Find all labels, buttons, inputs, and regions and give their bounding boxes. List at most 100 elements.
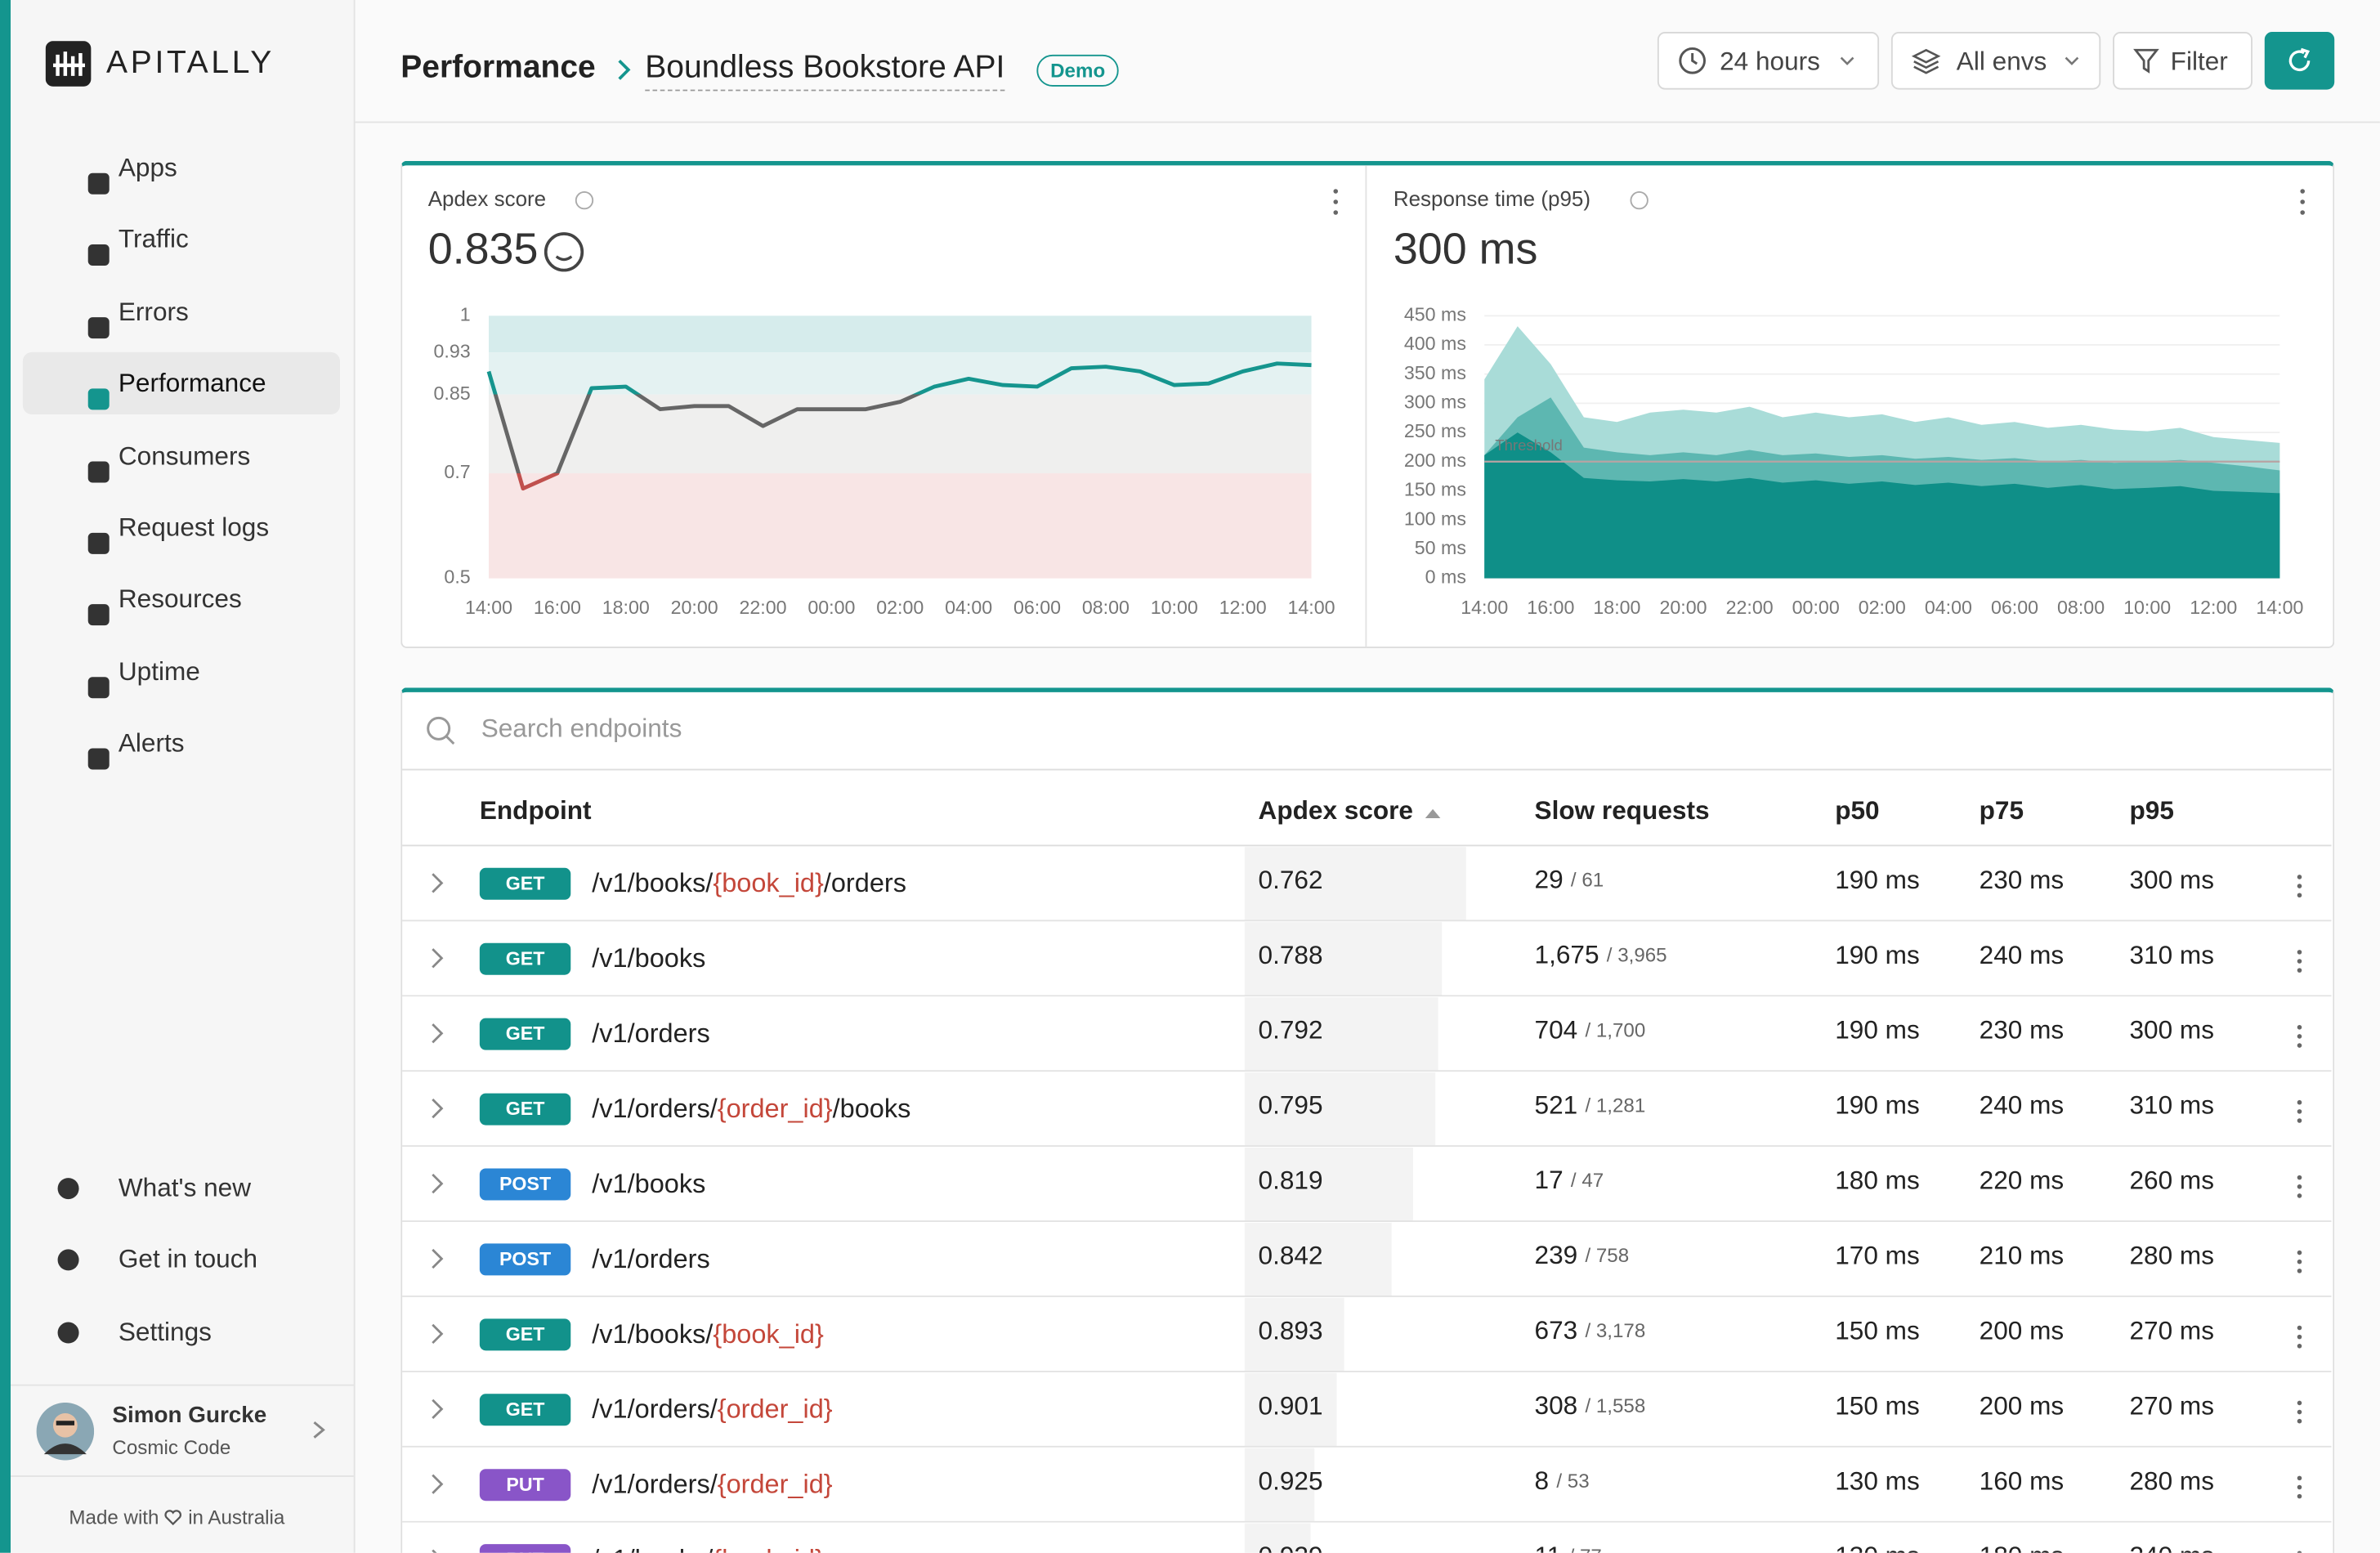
nav-item[interactable]: Consumers	[23, 424, 340, 486]
row-menu-dot[interactable]	[2297, 1484, 2302, 1490]
expand-chevron[interactable]	[432, 1248, 444, 1269]
row-menu-dot[interactable]	[2297, 950, 2302, 955]
row-menu-dot[interactable]	[2297, 1400, 2302, 1406]
endpoint-path[interactable]: /v1/books	[592, 1169, 705, 1198]
row-menu-dot[interactable]	[2297, 1418, 2302, 1424]
nav-item[interactable]: Performance	[22, 352, 340, 415]
avatar[interactable]	[36, 1402, 95, 1461]
row-menu-dot[interactable]	[2297, 1099, 2302, 1105]
row-menu-dot[interactable]	[2297, 1475, 2302, 1481]
kebab-dot[interactable]	[2300, 199, 2306, 204]
refresh-button[interactable]	[2264, 31, 2335, 90]
nav-item[interactable]: Alerts	[23, 712, 340, 774]
row-menu-dot[interactable]	[2297, 1409, 2302, 1415]
nav-item[interactable]: Settings	[23, 1300, 340, 1363]
kebab-dot[interactable]	[1333, 210, 1339, 215]
endpoint-path[interactable]: /v1/orders/{order_id}	[592, 1394, 833, 1423]
nav-item[interactable]: Apps	[23, 137, 340, 199]
nav-item[interactable]: Request logs	[23, 496, 340, 558]
slow-count: 239	[1535, 1240, 1578, 1269]
total-count: / 1,281	[1585, 1095, 1645, 1117]
nav-item[interactable]: Errors	[23, 280, 340, 342]
latency-value: 230 ms	[1980, 1015, 2065, 1045]
period-button[interactable]: 24 hours	[1657, 31, 1880, 90]
endpoint-path[interactable]: /v1/books/{book_id}	[592, 1318, 824, 1348]
nav-icon	[87, 244, 110, 266]
endpoint-path[interactable]: /v1/orders	[592, 1243, 709, 1273]
expand-chevron[interactable]	[432, 1323, 444, 1345]
nav-item[interactable]: Traffic	[23, 208, 340, 271]
caret	[2065, 56, 2079, 65]
row-menu-dot[interactable]	[2297, 1043, 2302, 1048]
row-menu-dot[interactable]	[2297, 875, 2302, 879]
expand-chevron[interactable]	[432, 1474, 444, 1494]
row-menu-dot[interactable]	[2297, 1551, 2302, 1553]
apdex-bar	[1244, 1448, 1315, 1522]
x-tick-label: 00:00	[1792, 597, 1840, 618]
total-count: / 758	[1585, 1246, 1629, 1268]
method-badge	[479, 1394, 571, 1426]
path-segment: /v1/books	[592, 1169, 705, 1198]
apdex-value: 0.925	[1259, 1466, 1323, 1495]
kebab-dot[interactable]	[2300, 210, 2306, 215]
y-tick-label: 400 ms	[1404, 333, 1466, 354]
kebab-dot[interactable]	[1333, 189, 1339, 194]
row-menu-dot[interactable]	[2297, 1184, 2302, 1189]
row-menu-dot[interactable]	[2297, 1259, 2302, 1264]
x-tick-label: 22:00	[1726, 597, 1774, 618]
nav-item[interactable]: Get in touch	[23, 1229, 340, 1291]
chevron[interactable]	[308, 1419, 329, 1440]
expand-chevron[interactable]	[432, 948, 444, 969]
icon-shape	[87, 172, 110, 195]
nav-item[interactable]: Resources	[23, 568, 340, 630]
row-menu-dot[interactable]	[2297, 959, 2302, 964]
endpoint-path[interactable]: /v1/orders	[592, 1018, 709, 1048]
app-name[interactable]: Boundless Bookstore API	[645, 50, 1005, 92]
filter-button[interactable]: Filter	[2113, 31, 2252, 90]
kebab-dot[interactable]	[1333, 199, 1339, 204]
method-badge	[479, 942, 571, 975]
path-segment: /v1/books/	[592, 868, 714, 897]
row-menu-dot[interactable]	[2297, 1193, 2302, 1198]
endpoint-path[interactable]: /v1/books	[592, 943, 705, 973]
endpoint-path[interactable]: /v1/orders/{order_id}/books	[592, 1094, 910, 1123]
user-name[interactable]: Simon Gurcke	[112, 1402, 267, 1429]
search-input[interactable]: Search endpoints	[481, 714, 682, 743]
row-menu-dot[interactable]	[2297, 1025, 2302, 1030]
expand-chevron[interactable]	[432, 1023, 444, 1044]
nav-item[interactable]: Uptime	[23, 640, 340, 702]
row-menu-dot[interactable]	[2297, 1034, 2302, 1039]
expand-chevron[interactable]	[432, 1099, 444, 1119]
apdex-value: 0.929	[1259, 1541, 1323, 1553]
nav-item[interactable]: What's new	[23, 1157, 340, 1219]
row-menu-dot[interactable]	[2297, 1269, 2302, 1273]
row-menu-dot[interactable]	[2297, 884, 2302, 888]
nav-label: Settings	[118, 1317, 212, 1346]
row-menu-dot[interactable]	[2297, 893, 2302, 898]
row-menu-dot[interactable]	[2297, 1325, 2302, 1331]
expand-chevron[interactable]	[432, 873, 444, 893]
row-menu-dot[interactable]	[2297, 1343, 2302, 1349]
column-header[interactable]: Apdex score	[1259, 795, 1413, 825]
row-menu-dot[interactable]	[2297, 1118, 2302, 1123]
kebab-dot[interactable]	[2300, 189, 2306, 194]
endpoint-path[interactable]: /v1/orders/{order_id}	[592, 1469, 833, 1498]
row-menu-dot[interactable]	[2297, 1493, 2302, 1499]
endpoint-path[interactable]: /v1/books/{book_id}/orders	[592, 868, 906, 897]
expand-chevron[interactable]	[432, 1173, 444, 1194]
help-icon[interactable]	[575, 190, 594, 210]
apdex-bar	[1244, 1523, 1311, 1553]
row-menu-dot[interactable]	[2297, 1175, 2302, 1180]
endpoint-path[interactable]: /v1/books/{book_id}	[592, 1544, 824, 1553]
apdex-value: 0.842	[1259, 1240, 1323, 1269]
row-menu-dot[interactable]	[2297, 1250, 2302, 1255]
help-icon[interactable]	[1630, 190, 1649, 210]
row-menu-dot[interactable]	[2297, 1109, 2302, 1114]
row-menu-dot[interactable]	[2297, 968, 2302, 973]
expand-chevron[interactable]	[432, 1549, 441, 1553]
expand-chevron[interactable]	[432, 1399, 444, 1419]
env-button[interactable]: All envs	[1890, 31, 2101, 90]
apdex-bar	[1244, 1372, 1337, 1447]
row-menu-dot[interactable]	[2297, 1334, 2302, 1340]
path-segment: {order_id}	[718, 1094, 833, 1123]
